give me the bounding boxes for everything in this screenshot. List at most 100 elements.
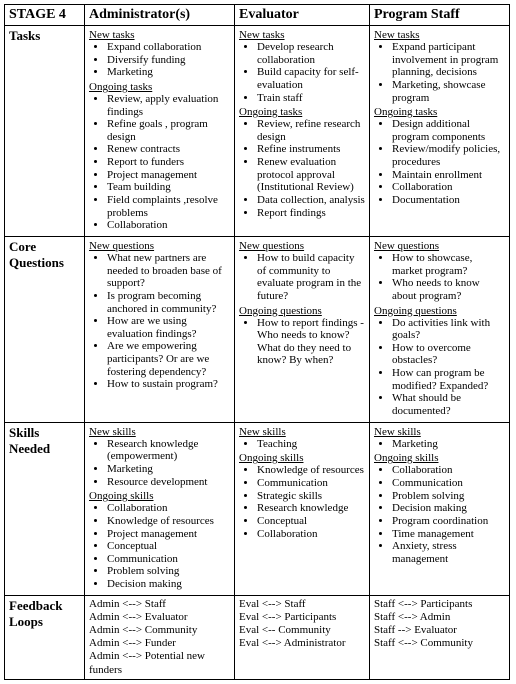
row-label: Tasks	[5, 26, 85, 237]
list-item: Communication	[257, 477, 365, 490]
list-item: How to report findings - Who needs to kn…	[257, 317, 365, 368]
list-item: Anxiety, stress management	[392, 540, 505, 565]
table-row: Core QuestionsNew questionsWhat new part…	[5, 236, 510, 422]
feedback-line: Admin <--> Funder	[89, 637, 230, 650]
table-cell: New skillsTeachingOngoing skillsKnowledg…	[235, 422, 370, 595]
list-item: Project management	[107, 169, 230, 182]
feedback-line: Staff <--> Participants	[374, 598, 505, 611]
table-cell: New tasksExpand collaborationDiversify f…	[85, 26, 235, 237]
list-item: Marketing, showcase program	[392, 79, 505, 104]
list-item: Collaboration	[107, 219, 230, 232]
group-list: Develop research collaborationBuild capa…	[239, 41, 365, 104]
list-item: Refine goals , program design	[107, 118, 230, 143]
list-item: Teaching	[257, 438, 365, 451]
table-header-row: STAGE 4 Administrator(s) Evaluator Progr…	[5, 5, 510, 26]
table-cell: Eval <--> StaffEval <--> ParticipantsEva…	[235, 595, 370, 679]
feedback-line: Staff <--> Community	[374, 637, 505, 650]
group-title: Ongoing tasks	[89, 81, 230, 93]
table-cell: Admin <--> StaffAdmin <--> EvaluatorAdmi…	[85, 595, 235, 679]
list-item: How are we using evaluation findings?	[107, 315, 230, 340]
feedback-line: Admin <--> Evaluator	[89, 611, 230, 624]
list-item: Data collection, analysis	[257, 194, 365, 207]
list-item: Report to funders	[107, 156, 230, 169]
group-title: New tasks	[239, 29, 365, 41]
group-list: Knowledge of resourcesCommunicationStrat…	[239, 464, 365, 540]
list-item: Are we empowering participants? Or are w…	[107, 340, 230, 378]
feedback-line: Eval <-- Community	[239, 624, 365, 637]
group-title: Ongoing tasks	[239, 106, 365, 118]
group-list: Marketing	[374, 438, 505, 451]
table-cell: New questionsWhat new partners are neede…	[85, 236, 235, 422]
list-item: Marketing	[107, 463, 230, 476]
list-item: Strategic skills	[257, 490, 365, 503]
table-row: TasksNew tasksExpand collaborationDivers…	[5, 26, 510, 237]
list-item: How can program be modified? Expanded?	[392, 367, 505, 392]
table-row: Skills NeededNew skillsResearch knowledg…	[5, 422, 510, 595]
group-list: Review, apply evaluation findingsRefine …	[89, 93, 230, 232]
group-title: New questions	[89, 240, 230, 252]
group-list: How to report findings - Who needs to kn…	[239, 317, 365, 368]
list-item: Problem solving	[107, 565, 230, 578]
list-item: Refine instruments	[257, 143, 365, 156]
list-item: Communication	[107, 553, 230, 566]
feedback-line: Eval <--> Participants	[239, 611, 365, 624]
list-item: Project management	[107, 528, 230, 541]
feedback-line: Eval <--> Staff	[239, 598, 365, 611]
list-item: Decision making	[392, 502, 505, 515]
list-item: Design additional program components	[392, 118, 505, 143]
list-item: Expand collaboration	[107, 41, 230, 54]
feedback-line: Staff --> Evaluator	[374, 624, 505, 637]
header-stage: STAGE 4	[5, 5, 85, 26]
group-list: Review, refine research designRefine ins…	[239, 118, 365, 219]
list-item: Do activities link with goals?	[392, 317, 505, 342]
list-item: Is program becoming anchored in communit…	[107, 290, 230, 315]
feedback-line: Admin <--> Community	[89, 624, 230, 637]
list-item: What should be documented?	[392, 392, 505, 417]
table-cell: New skillsResearch knowledge (empowermen…	[85, 422, 235, 595]
group-title: New skills	[374, 426, 505, 438]
list-item: Conceptual	[257, 515, 365, 528]
list-item: Research knowledge (empowerment)	[107, 438, 230, 463]
table-row: Feedback LoopsAdmin <--> StaffAdmin <-->…	[5, 595, 510, 679]
group-list: How to showcase, market program?Who need…	[374, 252, 505, 303]
feedback-line: Admin <--> Potential new funders	[89, 650, 230, 676]
list-item: Collaboration	[392, 464, 505, 477]
list-item: Review, apply evaluation findings	[107, 93, 230, 118]
group-title: New questions	[374, 240, 505, 252]
header-col-admin: Administrator(s)	[85, 5, 235, 26]
list-item: Field complaints ,resolve problems	[107, 194, 230, 219]
group-list: Expand participant involvement in progra…	[374, 41, 505, 104]
group-list: CollaborationKnowledge of resourcesProje…	[89, 502, 230, 590]
feedback-line: Eval <--> Administrator	[239, 637, 365, 650]
list-item: Knowledge of resources	[107, 515, 230, 528]
feedback-line: Staff <--> Admin	[374, 611, 505, 624]
list-item: Time management	[392, 528, 505, 541]
list-item: Diversify funding	[107, 54, 230, 67]
group-list: What new partners are needed to broaden …	[89, 252, 230, 391]
list-item: Collaboration	[107, 502, 230, 515]
group-title: New questions	[239, 240, 365, 252]
list-item: Train staff	[257, 92, 365, 105]
group-list: Do activities link with goals?How to ove…	[374, 317, 505, 418]
row-label: Core Questions	[5, 236, 85, 422]
list-item: Renew contracts	[107, 143, 230, 156]
list-item: Marketing	[107, 66, 230, 79]
group-list: CollaborationCommunicationProblem solvin…	[374, 464, 505, 565]
group-list: How to build capacity of community to ev…	[239, 252, 365, 303]
list-item: Develop research collaboration	[257, 41, 365, 66]
group-title: New tasks	[89, 29, 230, 41]
table-cell: New questionsHow to showcase, market pro…	[370, 236, 510, 422]
list-item: Marketing	[392, 438, 505, 451]
group-list: Teaching	[239, 438, 365, 451]
table-cell: Staff <--> ParticipantsStaff <--> AdminS…	[370, 595, 510, 679]
list-item: Maintain enrollment	[392, 169, 505, 182]
list-item: Build capacity for self-evaluation	[257, 66, 365, 91]
list-item: Research knowledge	[257, 502, 365, 515]
list-item: Collaboration	[392, 181, 505, 194]
row-label: Skills Needed	[5, 422, 85, 595]
table-cell: New skillsMarketingOngoing skillsCollabo…	[370, 422, 510, 595]
table-cell: New tasksDevelop research collaborationB…	[235, 26, 370, 237]
list-item: Review/modify policies, procedures	[392, 143, 505, 168]
row-label: Feedback Loops	[5, 595, 85, 679]
group-title: New tasks	[374, 29, 505, 41]
